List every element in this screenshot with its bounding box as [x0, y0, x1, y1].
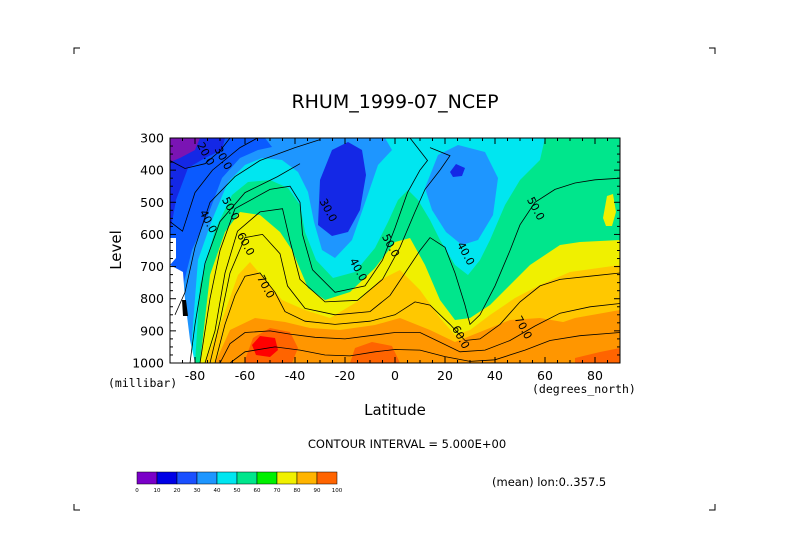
contour-line-85 [229, 332, 620, 363]
y-tick-label: 600 [140, 227, 164, 242]
y-axis-label: Level [107, 230, 125, 270]
y-tick-label: 300 [140, 131, 164, 146]
y-tick-label: 1000 [132, 356, 164, 371]
pocket-north-30 [425, 145, 498, 245]
corner-marks [73, 47, 716, 511]
contour-line-80 [219, 303, 620, 363]
colorbar-label: 90 [314, 488, 321, 494]
colorbar-label: 40 [214, 488, 221, 494]
pocket-yellow [603, 194, 616, 226]
x-axis-label: Latitude [364, 401, 426, 419]
colorbar: 0 10 20 30 40 50 60 70 80 90 100 [135, 471, 343, 494]
pocket-north-20 [450, 164, 465, 177]
colorbar-label: 0 [135, 488, 139, 494]
plot-area [170, 138, 620, 363]
x-tick-label: 20 [437, 368, 453, 383]
y-axis: 300 400 500 600 700 800 900 1000 [132, 131, 620, 371]
colorbar-swatch [216, 471, 238, 485]
contour-line-70 [214, 272, 620, 363]
colorbar-swatch [276, 471, 298, 485]
x-tick-label: -20 [335, 368, 355, 383]
x-tick-label: -40 [285, 368, 305, 383]
y-tick-label: 500 [140, 195, 164, 210]
band-0 [170, 138, 200, 162]
x-tick-label: -80 [185, 368, 205, 383]
pocket-red-south-core [252, 336, 278, 357]
white-wedge-3 [182, 300, 188, 316]
contour-line-55 [204, 147, 451, 363]
y-tick-label: 800 [140, 291, 164, 306]
contour-line-50 [199, 138, 429, 363]
colorbar-label: 100 [332, 488, 343, 494]
band-10 [170, 138, 225, 233]
colorbar-swatch [196, 471, 218, 485]
contour-line-40 [174, 139, 321, 315]
colorbar-label: 80 [294, 488, 301, 494]
x-tick-label: 0 [391, 368, 399, 383]
x-tick-label: -60 [235, 368, 255, 383]
colorbar-swatch [296, 471, 318, 485]
y-units: (millibar) [108, 376, 177, 390]
colorbar-swatch [136, 471, 158, 485]
contour-line-20 [170, 138, 231, 169]
colorbar-label: 60 [254, 488, 261, 494]
colorbar-swatch [236, 471, 258, 485]
colorbar-swatch [156, 471, 178, 485]
pocket-north-75 [540, 310, 620, 363]
colorbar-swatch [316, 471, 338, 485]
contour-line-45 [189, 163, 301, 363]
colorbar-label: 30 [194, 488, 201, 494]
white-wedge-2 [170, 265, 195, 363]
colorbar-label: 50 [234, 488, 241, 494]
contour-line-60 [209, 177, 620, 363]
contour-lines [170, 138, 620, 363]
x-units: (degrees_north) [532, 382, 636, 396]
y-tick-label: 400 [140, 163, 164, 178]
colorbar-label: 20 [174, 488, 181, 494]
colorbar-swatch [256, 471, 278, 485]
contour-line-30 [170, 138, 258, 232]
pocket-red-mid [350, 342, 400, 363]
x-tick-label: 80 [587, 368, 603, 383]
footnote: (mean) lon:0..357.5 [492, 475, 606, 489]
colorbar-swatch [176, 471, 198, 485]
x-tick-label: 40 [487, 368, 503, 383]
y-tick-label: 700 [140, 259, 164, 274]
y-tick-label: 900 [140, 323, 164, 338]
colorbar-label: 10 [154, 488, 161, 494]
band-20 [170, 138, 272, 363]
chart-title: RHUM_1999-07_NCEP [291, 91, 498, 113]
colorbar-label: 70 [274, 488, 281, 494]
pocket-north-90 [575, 348, 620, 363]
x-tick-label: 60 [537, 368, 553, 383]
pocket-south [318, 142, 366, 236]
contour-interval: CONTOUR INTERVAL = 5.000E+00 [308, 437, 506, 451]
